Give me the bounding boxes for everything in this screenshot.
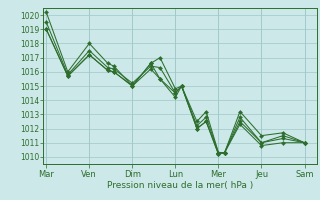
X-axis label: Pression niveau de la mer( hPa ): Pression niveau de la mer( hPa ) xyxy=(107,181,253,190)
